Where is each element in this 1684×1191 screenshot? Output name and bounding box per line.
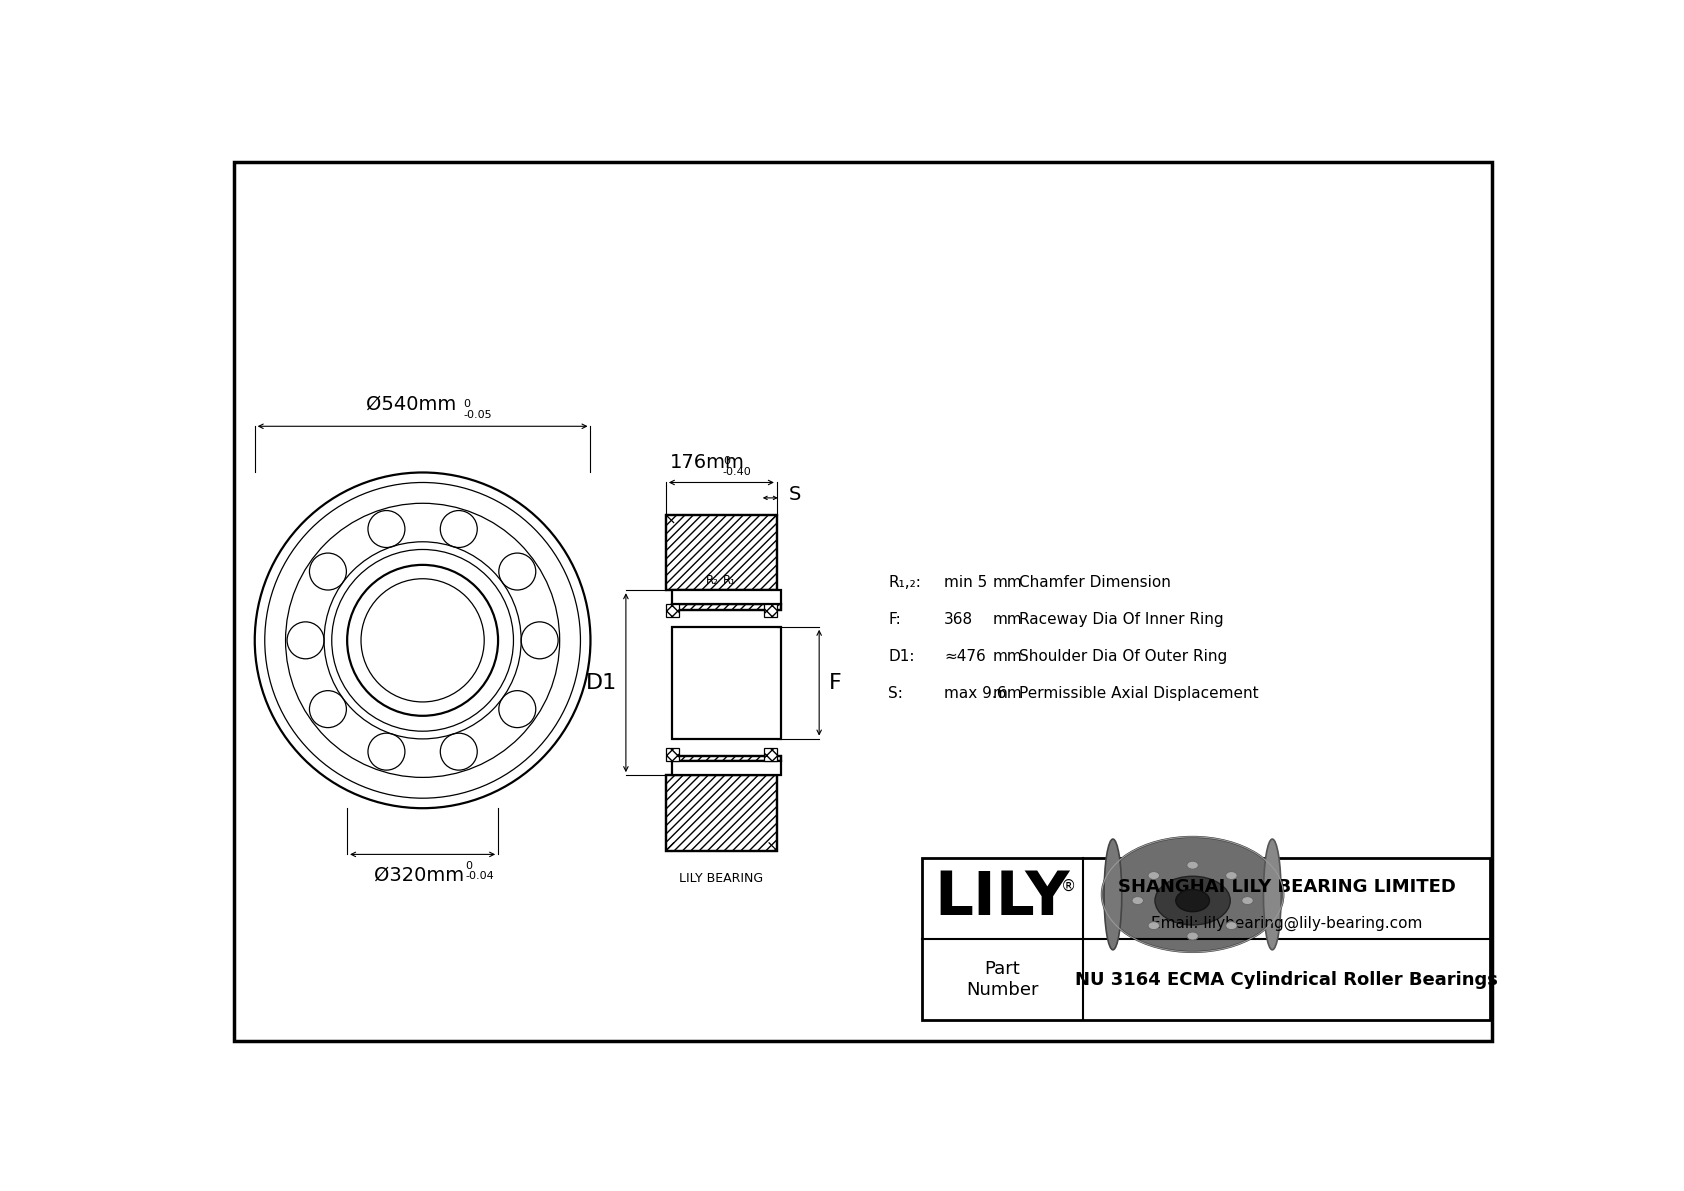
Ellipse shape	[1155, 877, 1231, 925]
Ellipse shape	[1148, 872, 1160, 879]
Bar	[665, 748, 679, 761]
Bar	[672, 761, 781, 775]
Text: F: F	[829, 673, 840, 693]
Ellipse shape	[1105, 840, 1122, 949]
Ellipse shape	[1226, 922, 1238, 930]
Bar	[672, 756, 781, 761]
Bar	[672, 626, 781, 738]
Text: ≈476: ≈476	[945, 649, 985, 665]
Bar	[672, 604, 781, 610]
Text: Shoulder Dia Of Outer Ring: Shoulder Dia Of Outer Ring	[1019, 649, 1228, 665]
Bar	[921, 859, 1490, 1019]
Text: LILY BEARING: LILY BEARING	[679, 872, 763, 885]
Ellipse shape	[1132, 897, 1143, 905]
Text: R₁,₂:: R₁,₂:	[889, 575, 921, 590]
Text: S: S	[790, 485, 802, 504]
Ellipse shape	[1226, 872, 1238, 879]
Text: 368: 368	[945, 612, 973, 626]
Text: -0.04: -0.04	[465, 872, 493, 881]
Text: Ø540mm: Ø540mm	[365, 395, 456, 414]
Bar	[665, 515, 776, 591]
Text: Permissible Axial Displacement: Permissible Axial Displacement	[1019, 686, 1260, 701]
Text: Email: lilybearing@lily-bearing.com: Email: lilybearing@lily-bearing.com	[1150, 916, 1423, 930]
Bar	[672, 756, 781, 761]
Text: -0.05: -0.05	[463, 410, 492, 420]
Ellipse shape	[1241, 897, 1253, 905]
Text: NU 3164 ECMA Cylindrical Roller Bearings: NU 3164 ECMA Cylindrical Roller Bearings	[1074, 971, 1499, 989]
Text: 176mm: 176mm	[670, 453, 744, 472]
Text: Chamfer Dimension: Chamfer Dimension	[1019, 575, 1172, 590]
Text: mm: mm	[992, 686, 1022, 701]
Bar	[672, 604, 781, 610]
Bar	[665, 775, 776, 850]
Bar	[665, 515, 776, 591]
Text: SHANGHAI LILY BEARING LIMITED: SHANGHAI LILY BEARING LIMITED	[1118, 878, 1455, 897]
Bar	[765, 748, 776, 761]
Ellipse shape	[1263, 840, 1282, 949]
Text: max 9.6: max 9.6	[945, 686, 1007, 701]
Text: 0: 0	[463, 399, 470, 410]
Text: 0: 0	[465, 861, 472, 871]
Text: S:: S:	[889, 686, 903, 701]
Ellipse shape	[1187, 861, 1199, 869]
Text: D1:: D1:	[889, 649, 914, 665]
Ellipse shape	[1101, 837, 1283, 952]
Bar	[672, 591, 781, 604]
Bar	[765, 604, 776, 617]
Text: D1: D1	[586, 673, 616, 693]
Text: Ø320mm: Ø320mm	[374, 865, 463, 884]
Text: Part
Number: Part Number	[967, 960, 1039, 999]
Bar	[665, 775, 776, 850]
Ellipse shape	[1187, 933, 1199, 940]
Text: mm: mm	[992, 575, 1022, 590]
Text: mm: mm	[992, 649, 1022, 665]
Text: mm: mm	[992, 612, 1022, 626]
Text: F:: F:	[889, 612, 901, 626]
Text: R₂: R₂	[706, 574, 719, 587]
Text: Raceway Dia Of Inner Ring: Raceway Dia Of Inner Ring	[1019, 612, 1224, 626]
Ellipse shape	[1175, 890, 1209, 911]
Text: R₁: R₁	[722, 574, 736, 587]
Bar	[665, 604, 679, 617]
Text: 0: 0	[722, 456, 729, 467]
Text: ®: ®	[1061, 879, 1076, 894]
Text: -0.40: -0.40	[722, 467, 751, 478]
Text: min 5: min 5	[945, 575, 987, 590]
Ellipse shape	[1148, 922, 1160, 930]
Text: LILY: LILY	[935, 869, 1069, 928]
